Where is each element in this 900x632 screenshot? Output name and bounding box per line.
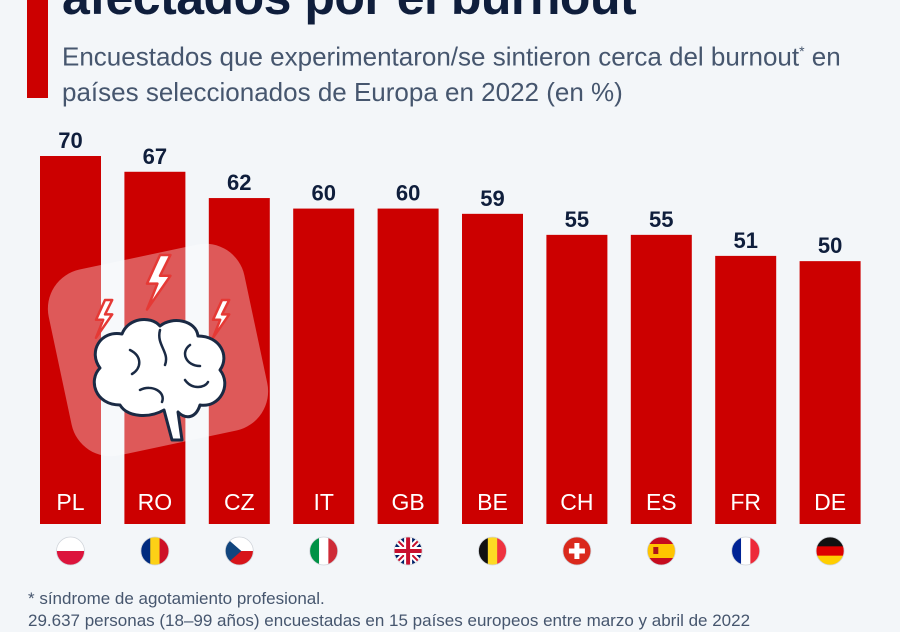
chart-title: afectados por el burnout — [62, 0, 637, 26]
category-label-PL: PL — [56, 489, 84, 515]
category-label-CH: CH — [560, 489, 593, 515]
value-label-IT: 60 — [311, 181, 335, 206]
czechia-flag-icon — [224, 536, 254, 566]
category-label-BE: BE — [477, 489, 508, 515]
footnote: * síndrome de agotamiento profesional. 2… — [28, 588, 750, 632]
subtitle-text: Encuestados que experimentaron/se sintie… — [62, 41, 800, 72]
title-accent-bar — [27, 0, 48, 98]
value-label-CZ: 62 — [227, 170, 251, 195]
spain-flag-icon — [646, 536, 676, 566]
value-label-PL: 70 — [58, 128, 82, 153]
france-flag-icon — [731, 536, 761, 566]
stressed-brain-icon — [47, 243, 269, 457]
value-label-FR: 51 — [733, 228, 757, 253]
category-label-FR: FR — [730, 489, 761, 515]
bar-IT — [293, 208, 355, 525]
uk-flag-icon — [393, 536, 423, 566]
bar-ES — [630, 234, 692, 524]
value-label-GB: 60 — [396, 181, 420, 206]
category-label-GB: GB — [391, 489, 424, 515]
bar-CH — [546, 234, 608, 524]
subtitle-text-end: en países seleccionados de Europa en 202… — [62, 41, 841, 107]
chart-subtitle: Encuestados que experimentaron/se sintie… — [62, 34, 892, 110]
value-label-DE: 50 — [818, 233, 842, 258]
poland-flag-icon — [56, 536, 85, 566]
footnote-source: 29.637 personas (18–99 años) encuestadas… — [28, 611, 751, 630]
romania-flag-icon — [140, 536, 170, 566]
bar-GB — [377, 208, 439, 525]
bar-BE — [462, 213, 523, 525]
bar-chart: 70 PL 67 RO 62 CZ 60 IT 60 GB 59 BE 55 CH 55 ES 51 FR 50 DE — [40, 128, 861, 566]
category-label-IT: IT — [313, 489, 333, 515]
bar-PL — [40, 156, 101, 524]
category-label-CZ: CZ — [224, 489, 255, 515]
value-label-CH: 55 — [565, 207, 589, 232]
bar-DE — [799, 261, 861, 524]
value-label-ES: 55 — [649, 207, 673, 232]
subtitle-footnote-mark: * — [799, 43, 805, 59]
value-label-BE: 59 — [480, 186, 504, 211]
category-label-RO: RO — [138, 489, 173, 515]
belgium-flag-icon — [478, 536, 507, 566]
switzerland-flag-icon — [562, 536, 592, 566]
italy-flag-icon — [309, 536, 339, 566]
bar-FR — [715, 255, 777, 524]
footnote-note: * síndrome de agotamiento profesional. — [28, 589, 325, 608]
value-label-RO: 67 — [143, 144, 167, 169]
category-label-DE: DE — [814, 489, 846, 515]
germany-flag-icon — [815, 536, 845, 566]
category-label-ES: ES — [646, 489, 677, 515]
